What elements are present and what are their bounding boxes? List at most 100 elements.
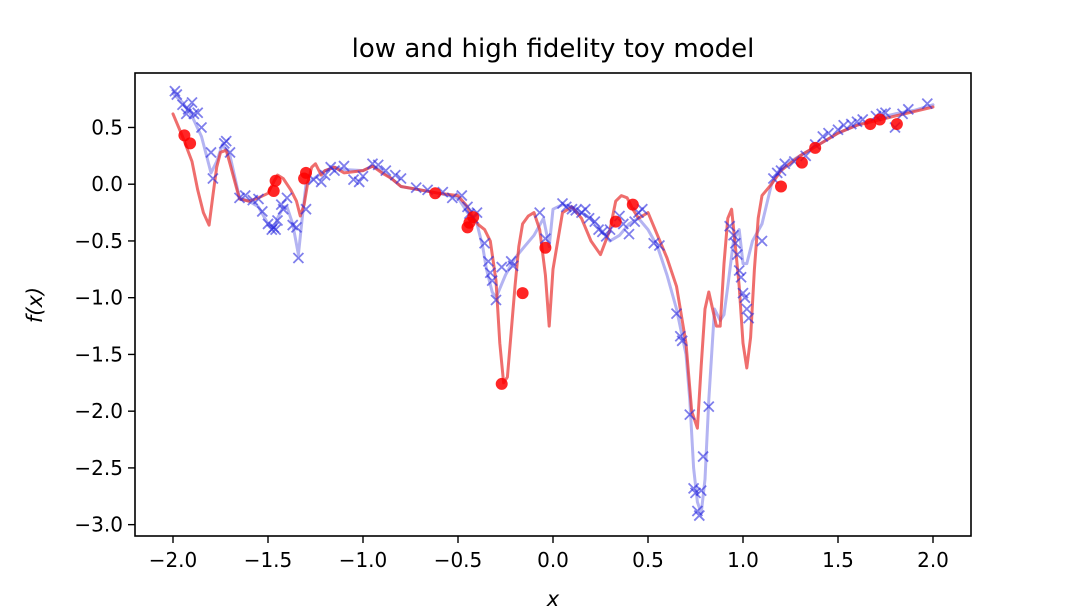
data-point [600,230,612,243]
data-point [338,160,350,172]
data-point [684,408,696,421]
y-axis: 0.5 0.0 −0.5 −1.0 −1.5 −2.0 −2.5 −3.0 [74,115,135,537]
data-point [186,96,198,109]
data-point [809,141,822,154]
data-point [461,201,474,213]
data-point [490,294,502,306]
data-point [795,156,808,169]
data-point [410,181,422,194]
y-tick-label: 0.5 [91,115,123,139]
data-point [626,198,639,211]
data-point [205,146,217,159]
data-point [482,255,495,268]
data-point [676,335,688,347]
data-point [724,220,736,232]
data-point [380,164,392,177]
data-point [516,287,529,300]
data-point [195,121,208,134]
data-point [300,203,312,215]
data-point [636,203,648,215]
data-point [252,193,265,205]
x-axis: −2.0 −1.5 −1.0 −0.5 0.0 0.5 1.0 1.5 2.0 [149,536,949,572]
data-point [224,146,236,159]
data-point [328,164,341,177]
y-axis-label: f(x) [23,287,47,323]
data-point [292,252,305,264]
data-point [300,166,312,179]
data-point [779,158,791,170]
data-point [290,221,303,233]
x-tick-label: −1.5 [244,548,293,572]
data-point [648,237,660,249]
x-tick-label: 0.0 [537,548,569,572]
data-point [188,108,200,120]
data-point [579,203,591,215]
data-point [570,204,582,216]
data-point [478,237,491,249]
data-point [496,261,508,273]
data-point [729,237,742,249]
data-point [467,211,480,224]
data-point [507,260,519,272]
data-point [609,215,622,228]
data-point [733,264,745,277]
data-point [269,223,282,236]
data-point [560,201,572,213]
data-point [429,187,442,200]
data-point [735,271,747,283]
x-tick-label: 0.5 [632,548,664,572]
plot-area [169,85,935,522]
data-point [271,214,284,227]
plot-frame [134,72,972,537]
data-point [534,206,546,219]
data-point [851,116,863,128]
x-tick-label: 1.0 [727,548,759,572]
data-point [890,118,903,131]
series-2 [169,85,933,522]
data-point [822,127,835,139]
y-tick-label: −2.0 [74,399,123,423]
data-point [372,159,384,171]
data-point [566,203,578,215]
data-point [670,307,683,320]
y-tick-label: −0.5 [74,229,123,253]
data-point [921,98,933,110]
data-point [169,85,181,97]
series-1 [171,105,935,430]
series-line [171,105,935,430]
data-point [495,377,508,390]
data-point [389,169,401,181]
data-point [817,130,829,143]
data-point [267,185,280,198]
data-point [319,169,331,181]
y-tick-label: −1.5 [74,342,123,366]
series-0 [171,91,935,515]
data-point [589,216,601,228]
data-point [623,228,635,240]
x-tick-label: 1.5 [822,548,854,572]
y-tick-label: −2.5 [74,456,123,480]
data-point [695,484,707,497]
chart-title: low and high fidelity toy model [352,34,755,64]
x-tick-label: 2.0 [917,548,949,572]
data-point [239,189,251,202]
x-tick-label: −2.0 [149,548,198,572]
data-point [775,164,787,177]
data-point [873,113,886,126]
data-point [693,509,705,522]
data-point [583,212,595,224]
data-point [184,137,197,150]
data-point [486,275,498,287]
data-point [207,172,219,185]
data-point [395,172,407,185]
series-3 [178,113,903,390]
data-point [456,189,468,202]
data-point [653,239,666,252]
data-point [171,88,183,101]
x-axis-label: x [546,587,560,611]
data-point [731,248,743,261]
y-tick-label: 0.0 [91,172,123,196]
y-tick-label: −3.0 [74,513,123,537]
data-point [357,170,369,182]
